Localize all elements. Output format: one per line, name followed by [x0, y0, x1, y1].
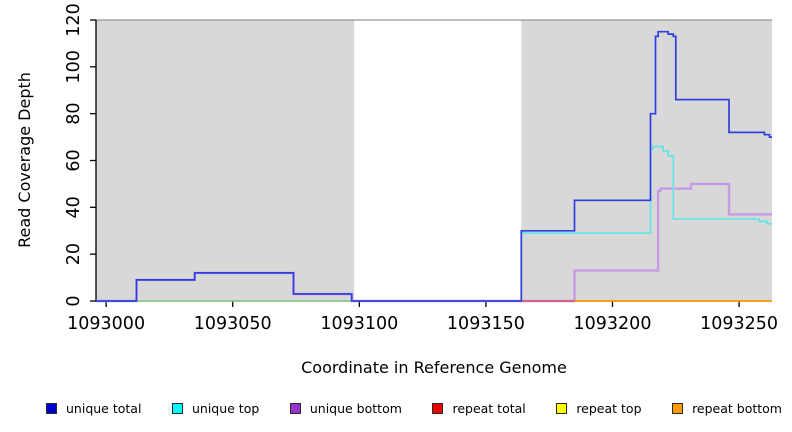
x-tick-label: 1093050 — [194, 314, 272, 334]
legend-swatch-unique-bottom — [289, 402, 301, 414]
x-tick-label: 1093000 — [67, 314, 145, 334]
y-axis-title: Read Coverage Depth — [15, 72, 34, 248]
y-tick-label: 60 — [64, 149, 84, 171]
legend-item-unique-top: unique top — [171, 400, 260, 416]
legend-item-repeat-total: repeat total — [432, 400, 526, 416]
legend-item-repeat-bottom: repeat bottom — [672, 401, 782, 416]
y-tick-label: 20 — [64, 243, 84, 265]
legend-label-repeat-bottom: repeat bottom — [692, 400, 782, 416]
legend-item-unique-bottom: unique bottom — [289, 400, 402, 416]
y-tick-label: 100 — [64, 50, 84, 83]
shaded-region-0 — [96, 20, 355, 301]
shaded-region-1 — [521, 20, 772, 301]
legend-swatch-repeat-bottom — [672, 402, 684, 414]
legend-label-repeat-total: repeat total — [452, 400, 526, 416]
legend-label-unique-bottom: unique bottom — [309, 400, 402, 416]
x-tick-label: 1093250 — [700, 314, 778, 334]
y-tick-label: 80 — [64, 103, 84, 125]
x-tick-label: 1093150 — [447, 314, 525, 334]
x-axis-title: Coordinate in Reference Genome — [301, 358, 567, 377]
x-tick-label: 1093100 — [320, 314, 398, 334]
x-tick-label: 1093200 — [574, 314, 652, 334]
plot-area: 1093000 1093050 1093100 1093150 1093200 10932… — [15, 3, 778, 377]
legend-swatch-repeat-top — [556, 402, 568, 414]
legend-label-unique-top: unique top — [191, 400, 260, 416]
y-tick-label: 0 — [64, 295, 84, 306]
legend-item-unique-total: unique total — [46, 401, 141, 416]
y-tick-label: 120 — [64, 3, 84, 36]
legend-label-unique-total: unique total — [66, 400, 142, 416]
legend-label-repeat-top: repeat top — [576, 400, 642, 416]
series-line-unique-total — [96, 30, 772, 302]
y-tick-label: 40 — [64, 196, 84, 218]
legend-swatch-unique-total — [46, 402, 57, 414]
plot-generated-layers: 1093000 1093050 1093100 1093150 1093200 10932… — [64, 3, 778, 334]
legend-swatch-repeat-total — [432, 402, 444, 414]
legend-swatch-unique-top — [171, 402, 183, 414]
legend-item-repeat-top: repeat top — [556, 400, 642, 416]
chart-legend: unique total unique top unique bottom repea… — [46, 397, 782, 419]
